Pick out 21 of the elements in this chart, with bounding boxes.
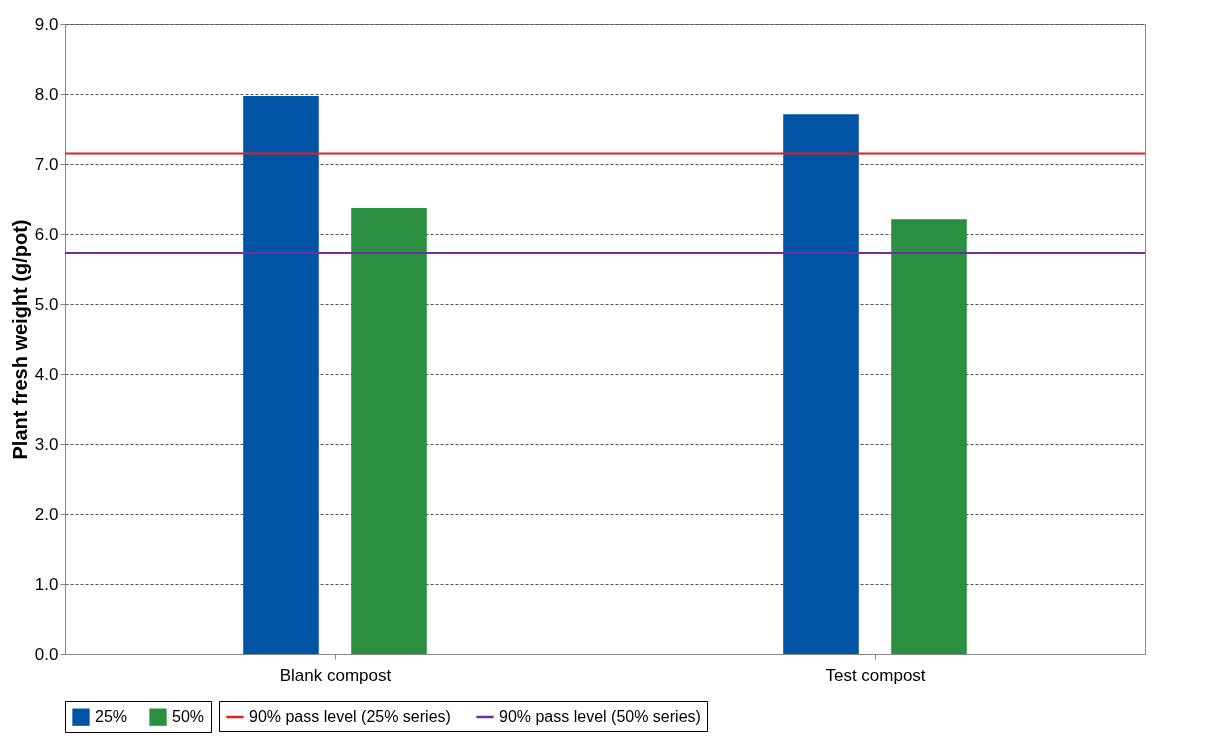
y-tick-label: 9.0 [34, 14, 59, 34]
y-tick-label: 3.0 [34, 434, 59, 454]
x-tick-label: Blank compost [279, 665, 392, 685]
y-tick-label: 0.0 [34, 644, 59, 664]
bar [351, 208, 427, 654]
y-tick-label: 7.0 [34, 154, 59, 174]
bar [891, 219, 967, 654]
y-tick-label: 6.0 [34, 224, 59, 244]
x-tick-label: Test compost [825, 665, 926, 685]
bar [243, 96, 319, 654]
legend-label: 25% [95, 708, 128, 726]
y-tick-label: 1.0 [34, 574, 59, 594]
y-axis-title: Plant fresh weight (g/pot) [8, 219, 31, 460]
y-tick-label: 5.0 [34, 294, 59, 314]
bar [783, 114, 859, 654]
legend-label: 50% [172, 708, 205, 726]
y-tick-label: 4.0 [34, 364, 59, 384]
legend-label: 90% pass level (25% series) [249, 708, 451, 725]
legend-label: 90% pass level (50% series) [499, 708, 701, 725]
y-tick-label: 8.0 [34, 84, 59, 104]
y-tick-label: 2.0 [34, 504, 59, 524]
